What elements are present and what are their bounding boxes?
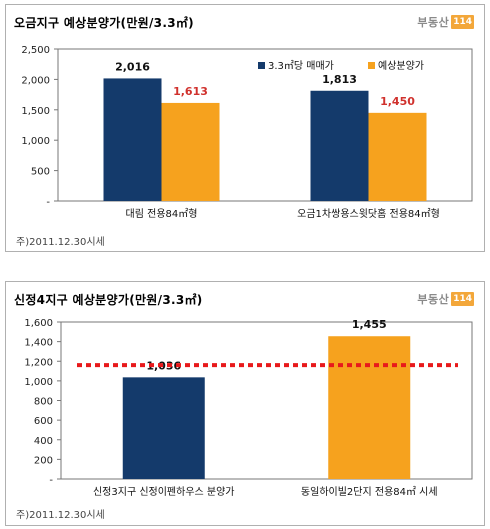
chart-title: 오금지구 예상분양가(만원/3.3㎡) xyxy=(14,16,194,30)
logo: 부동산 114 xyxy=(417,13,474,31)
chart-note: 주)2011.12.30시세 xyxy=(16,237,105,248)
y-tick-label: - xyxy=(49,475,53,486)
x-category-label: 신정3지구 신정이펜하우스 분양가 xyxy=(93,485,235,498)
x-category-label: 오금1차쌍용스윗닷홈 전용84㎡형 xyxy=(297,207,440,220)
bar xyxy=(368,112,427,201)
y-tick-label: 2,000 xyxy=(21,75,50,86)
y-tick-label: 1,400 xyxy=(24,338,53,349)
y-tick-label: 1,200 xyxy=(24,357,53,368)
y-tick-label: 1,000 xyxy=(24,377,53,388)
data-label: 1,450 xyxy=(380,95,415,108)
x-category-label: 동일하이빌2단지 전용84㎡ 시세 xyxy=(301,485,438,498)
logo: 부동산 114 xyxy=(417,290,474,308)
chart-ogeum: - 500 1,000 1,500 2,000 2,500 2,016 1,613 대림 전용8… xyxy=(21,45,473,220)
chart-panel-sinjeong: 신정4지구 예상분양가(만원/3.3㎡) 부동산 114 - 200 400 600 8… xyxy=(5,281,485,526)
y-tick-label: 1,600 xyxy=(24,318,53,329)
data-label: 1,036 xyxy=(146,359,181,372)
y-tick-label: 1,500 xyxy=(21,106,50,117)
plot-area xyxy=(60,321,473,480)
chart-panel-ogeum: 오금지구 예상분양가(만원/3.3㎡) 부동산 114 - 500 1,000 1,5… xyxy=(5,4,485,252)
y-tick-label: 800 xyxy=(34,397,53,408)
x-category-label: 대림 전용84㎡형 xyxy=(126,208,198,220)
logo-badge: 114 xyxy=(451,292,474,306)
chart-sinjeong: - 200 400 600 800 1,000 1,200 1,400 1,600 1,036 신정… xyxy=(24,318,473,498)
y-tick-label: - xyxy=(46,197,50,208)
y-tick-label: 2,500 xyxy=(21,45,50,56)
legend-swatch xyxy=(368,62,375,69)
y-tick-label: 200 xyxy=(34,455,53,466)
data-label: 1,613 xyxy=(173,85,208,98)
y-tick-label: 500 xyxy=(31,167,50,178)
bar xyxy=(161,102,220,201)
chart-title: 신정4지구 예상분양가(만원/3.3㎡) xyxy=(14,293,203,307)
legend-label: 예상분양가 xyxy=(378,60,424,72)
legend-swatch xyxy=(258,62,265,69)
y-tick-label: 600 xyxy=(34,416,53,427)
bar xyxy=(122,377,205,479)
y-tick-label: 1,000 xyxy=(21,136,50,147)
data-label: 1,455 xyxy=(352,318,387,331)
data-label: 1,813 xyxy=(322,73,357,86)
bar xyxy=(328,336,411,479)
chart-note: 주)2011.12.30시세 xyxy=(16,510,105,521)
logo-text: 부동산 xyxy=(417,16,450,29)
bar xyxy=(310,90,369,201)
logo-text: 부동산 xyxy=(417,293,450,306)
logo-badge: 114 xyxy=(451,15,474,29)
legend-label: 3.3㎡당 매매가 xyxy=(268,60,334,72)
bar xyxy=(103,78,162,201)
data-label: 2,016 xyxy=(115,60,150,73)
y-tick-label: 400 xyxy=(34,436,53,447)
